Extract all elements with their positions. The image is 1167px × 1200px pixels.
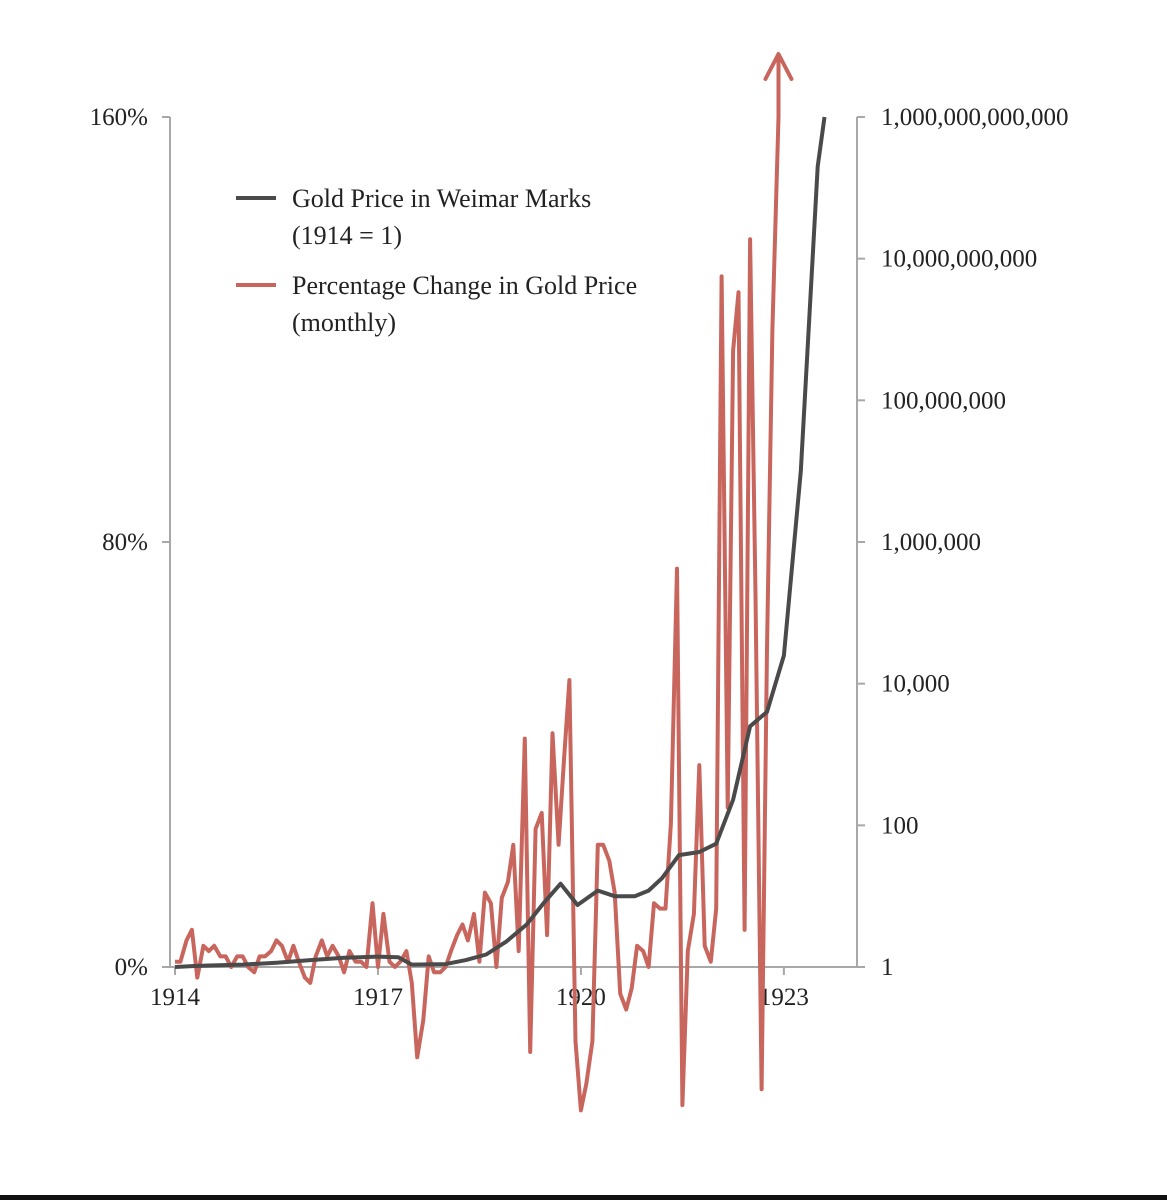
right-y-tick-label: 10,000,000,000	[881, 246, 1037, 273]
right-y-ticks: 1 100 10,000 1,000,000 100,000,000 10,000,000…	[857, 104, 1069, 981]
plot-area: 0% 80% 160% 1 100 10,000 1,000,000 100,000,000…	[90, 52, 1069, 1113]
legend-sublabel-percentage-change: (monthly)	[292, 308, 396, 337]
right-y-tick-label: 1	[881, 954, 894, 981]
legend-item-percentage-change: Percentage Change in Gold Price (monthly…	[236, 271, 637, 337]
legend-label-percentage-change: Percentage Change in Gold Price	[292, 271, 637, 300]
legend-label-gold-price: Gold Price in Weimar Marks	[292, 184, 591, 213]
right-y-tick-label: 100	[881, 812, 919, 839]
right-y-tick-label: 1,000,000	[881, 529, 981, 556]
series-percentage-change-line	[175, 54, 781, 1113]
left-y-tick-label: 160%	[90, 104, 148, 131]
legend: Gold Price in Weimar Marks (1914 = 1) Pe…	[236, 184, 637, 337]
right-y-tick-label: 100,000,000	[881, 387, 1006, 414]
x-tick-label: 1923	[759, 984, 809, 1011]
left-y-tick-label: 80%	[102, 529, 148, 556]
x-tick-label: 1917	[353, 984, 403, 1011]
right-y-tick-label: 10,000	[881, 671, 950, 698]
x-tick-label: 1920	[556, 984, 606, 1011]
x-tick-label: 1914	[150, 984, 201, 1011]
legend-item-gold-price: Gold Price in Weimar Marks (1914 = 1)	[236, 184, 591, 250]
bottom-border	[0, 1195, 1167, 1200]
arrow-up-icon	[763, 52, 794, 81]
x-ticks: 1914 1917 1920 1923	[150, 967, 809, 1011]
right-y-tick-label: 1,000,000,000,000	[881, 104, 1069, 131]
legend-sublabel-gold-price: (1914 = 1)	[292, 221, 402, 250]
left-y-ticks: 0% 80% 160%	[90, 104, 170, 981]
series-gold-price-line	[174, 116, 827, 969]
left-y-tick-label: 0%	[115, 954, 148, 981]
